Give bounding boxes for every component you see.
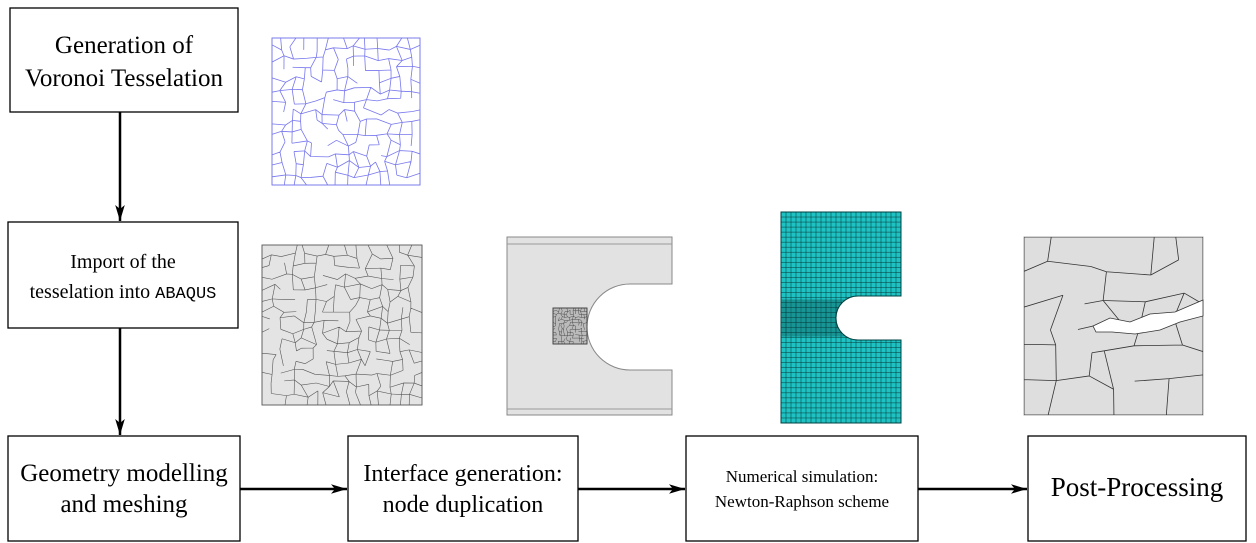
crack (1092, 299, 1204, 335)
step-box (685, 435, 919, 542)
step-text: node duplication (383, 492, 544, 518)
step-box (7, 435, 241, 542)
grid-path (1024, 237, 1203, 415)
grid-path (781, 299, 852, 337)
step-text: Numerical simulation: (726, 467, 879, 486)
voronoi-lines (261, 244, 423, 406)
grid-path (271, 37, 421, 186)
patch-lines (552, 307, 588, 345)
step-box (7, 221, 239, 329)
grid-path (261, 244, 423, 406)
voronoi-lines (271, 37, 421, 186)
step-text: Interface generation: (363, 461, 562, 487)
code-text: ABAQUS (155, 285, 216, 304)
post-lines (1024, 237, 1203, 415)
step-text: and meshing (60, 491, 188, 518)
grid-path (552, 307, 588, 345)
step-text: Generation of (55, 32, 194, 59)
step-box (1027, 435, 1247, 542)
step-text: Post-Processing (1051, 472, 1224, 502)
step-box (9, 7, 239, 113)
step-text: tesselation into ABAQUS (30, 281, 217, 304)
step-text: Geometry modelling (20, 460, 228, 487)
step-text: Voronoi Tesselation (25, 65, 224, 92)
step-text-part: tesselation into (30, 281, 151, 303)
step-text: Import of the (70, 251, 176, 273)
specimen (506, 236, 673, 416)
step-text: Newton-Raphson scheme (715, 492, 889, 511)
voronoi-imported (261, 244, 423, 406)
step-box (347, 435, 579, 542)
